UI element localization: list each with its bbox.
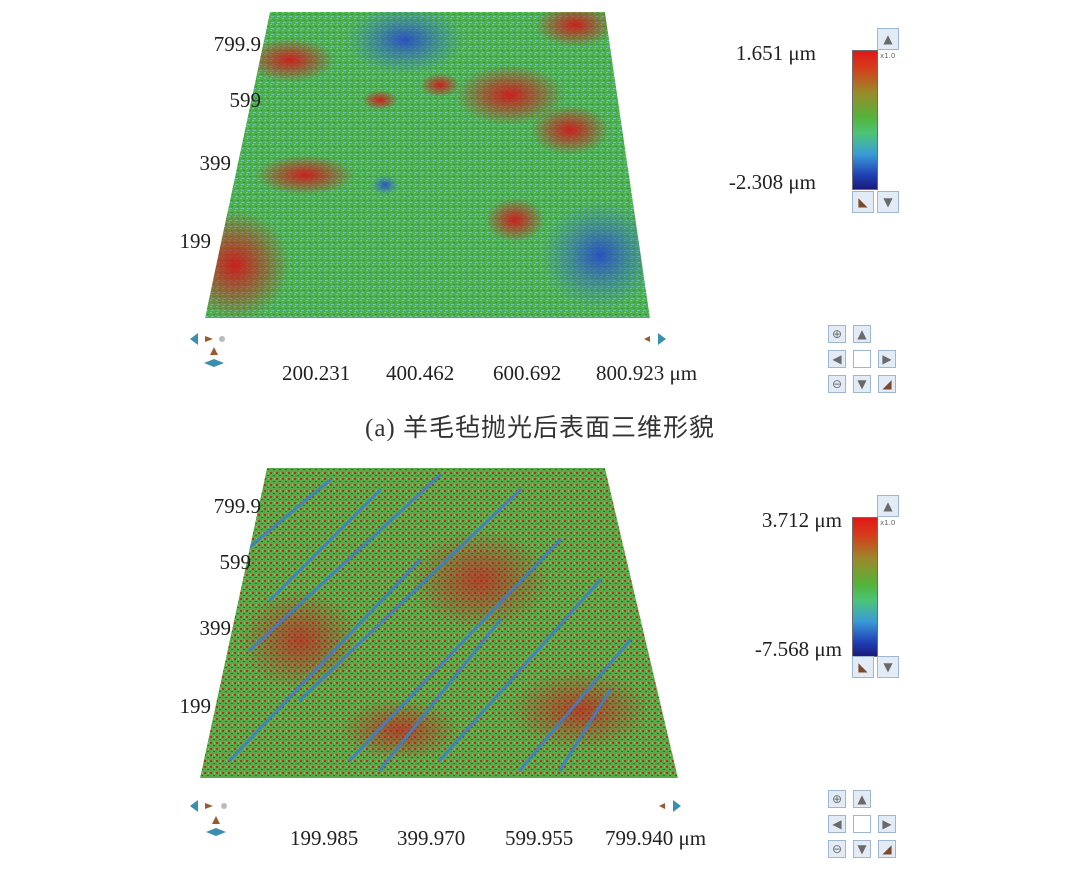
center-button[interactable]: [853, 350, 871, 368]
arrow-right-icon[interactable]: ▶: [878, 350, 896, 368]
surface-b-fill: [200, 468, 678, 778]
figure-caption: (a) 羊毛毡抛光后表面三维形貌: [365, 415, 715, 442]
arrow-down-icon[interactable]: ▼: [853, 840, 871, 858]
arrow-left-icon[interactable]: ◀: [828, 815, 846, 833]
arrow-down-icon[interactable]: ▼: [877, 656, 899, 678]
arrow-down-icon[interactable]: ▼: [877, 191, 899, 213]
y-tick: 799.9: [213, 32, 261, 56]
surface-plot-a: [190, 12, 666, 367]
x-tick: 200.231: [282, 361, 351, 385]
rotate-control-a[interactable]: [190, 333, 666, 367]
legend-min-label: -7.568 μm: [754, 637, 842, 661]
arrow-right-icon[interactable]: ▶: [878, 815, 896, 833]
zoom-out-icon[interactable]: ⊖: [828, 840, 846, 858]
scale-tag: x1.0: [880, 52, 896, 60]
x-tick: 599.955: [505, 826, 574, 850]
x-tick: 399.970: [397, 826, 466, 850]
x-tick: 199.985: [290, 826, 359, 850]
colorbar-a: [852, 50, 878, 190]
legend-min-label: -2.308 μm: [728, 170, 816, 194]
y-tick: 199: [179, 694, 212, 718]
x-tick: 600.692: [493, 361, 562, 385]
reset-icon[interactable]: ◣: [852, 656, 874, 678]
x-tick: 799.940 μm: [605, 826, 707, 850]
arrow-down-icon[interactable]: ▼: [853, 375, 871, 393]
arrow-up-icon[interactable]: ▲: [853, 325, 871, 343]
arrow-up-icon[interactable]: ▲: [877, 28, 899, 50]
y-tick: 799.9: [213, 494, 261, 518]
panel-a: 799.9 599 399 199 200.231 400.462 600.69…: [0, 0, 1080, 400]
legend-max-label: 1.651 μm: [735, 41, 816, 65]
scale-tag: x1.0: [880, 519, 896, 527]
y-tick: 599: [219, 550, 252, 574]
zoom-in-icon[interactable]: ⊕: [828, 790, 846, 808]
y-tick: 599: [229, 88, 262, 112]
reset-icon[interactable]: ◢: [878, 375, 896, 393]
y-tick: 199: [179, 229, 212, 253]
zoom-out-icon[interactable]: ⊖: [828, 375, 846, 393]
arrow-up-icon[interactable]: ▲: [853, 790, 871, 808]
rotate-control-b[interactable]: [190, 800, 681, 836]
panel-b: 799.9 599 399 199 199.985 399.970 599.95…: [0, 460, 1080, 869]
x-tick: 800.923 μm: [596, 361, 698, 385]
center-button[interactable]: [853, 815, 871, 833]
arrow-up-icon[interactable]: ▲: [877, 495, 899, 517]
x-ticks-a: 200.231 400.462 600.692 800.923 μm: [0, 361, 1080, 387]
y-tick: 399: [199, 151, 232, 175]
x-ticks-b: 199.985 399.970 599.955 799.940 μm: [0, 826, 1080, 852]
x-tick: 400.462: [386, 361, 455, 385]
arrow-left-icon[interactable]: ◀: [828, 350, 846, 368]
reset-icon[interactable]: ◢: [878, 840, 896, 858]
zoom-in-icon[interactable]: ⊕: [828, 325, 846, 343]
reset-icon[interactable]: ◣: [852, 191, 874, 213]
surface-plot-b: [190, 468, 681, 836]
colorbar-b: [852, 517, 878, 657]
legend-max-label: 3.712 μm: [761, 508, 842, 532]
y-tick: 399: [199, 616, 232, 640]
